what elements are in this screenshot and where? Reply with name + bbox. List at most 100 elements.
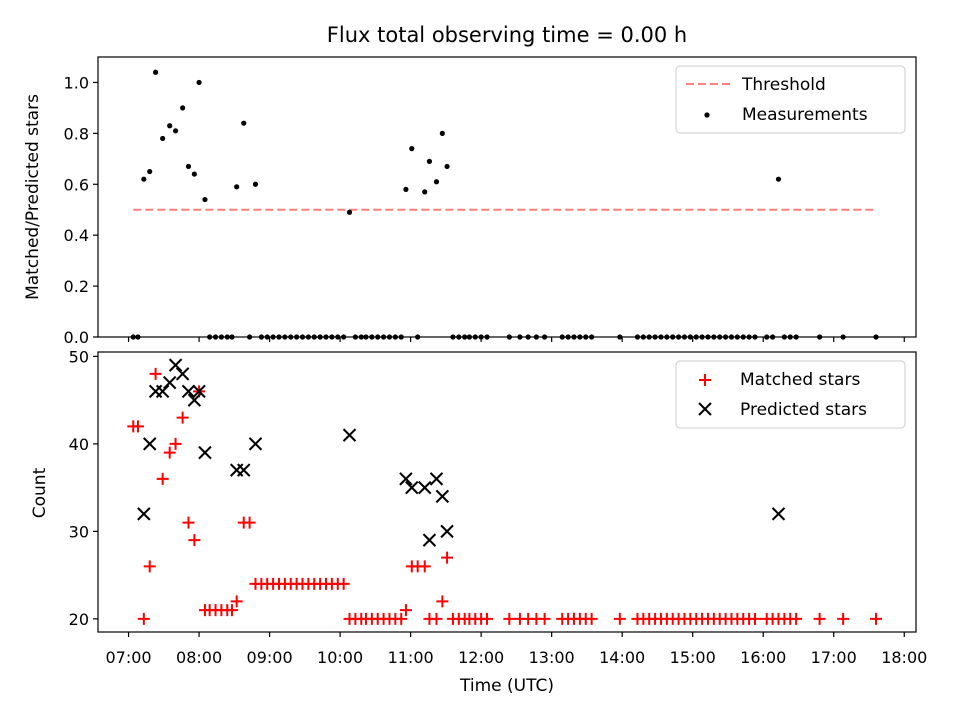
predicted-stars-point bbox=[187, 393, 202, 407]
count-y-axis-label: Count bbox=[30, 467, 50, 518]
measurements-point bbox=[775, 176, 782, 182]
y-tick-label: 0.8 bbox=[64, 124, 89, 143]
matched-stars-point bbox=[538, 612, 551, 625]
matched-stars-point bbox=[748, 612, 761, 625]
matched-stars-point bbox=[225, 604, 238, 617]
legend-predicted-label: Predicted stars bbox=[740, 400, 867, 420]
measurements-point bbox=[180, 105, 186, 111]
matched-stars-point bbox=[418, 560, 431, 573]
matched-stars-point bbox=[137, 612, 150, 625]
predicted-stars-point bbox=[422, 533, 437, 547]
count-legend: Matched stars Predicted stars bbox=[675, 360, 906, 429]
count-plot-area bbox=[127, 358, 883, 625]
predicted-stars-point bbox=[771, 507, 786, 521]
matched-stars-point bbox=[176, 411, 189, 424]
matched-stars-point bbox=[441, 551, 454, 564]
legend-predicted-swatch bbox=[698, 402, 712, 416]
measurements-point bbox=[141, 176, 147, 182]
measurements-point bbox=[439, 130, 445, 136]
matched-stars-point bbox=[481, 612, 494, 625]
x-tick-label: 13:00 bbox=[529, 648, 575, 667]
y-tick-label: 0.6 bbox=[64, 175, 89, 194]
matched-stars-point bbox=[149, 367, 162, 380]
measurements-point bbox=[191, 171, 197, 177]
ratio-axes-frame bbox=[97, 56, 917, 338]
predicted-stars-point bbox=[181, 384, 196, 399]
measurements-point bbox=[172, 128, 179, 134]
predicted-stars-point bbox=[248, 437, 263, 451]
legend-matched-label: Matched stars bbox=[740, 370, 860, 390]
matched-stars-point bbox=[399, 604, 412, 617]
y-tick-label: 50 bbox=[69, 347, 89, 366]
y-tick-label: 40 bbox=[69, 435, 89, 454]
predicted-stars-point bbox=[435, 489, 450, 504]
matched-stars-point bbox=[503, 612, 516, 625]
measurements-point bbox=[409, 146, 415, 152]
predicted-stars-point bbox=[429, 472, 444, 486]
x-tick-label: 09:00 bbox=[247, 648, 293, 667]
matched-stars-point bbox=[188, 534, 201, 547]
matched-stars-point bbox=[837, 612, 850, 625]
count-y-axis: 20 30 40 50 bbox=[69, 347, 98, 629]
measurements-point bbox=[252, 181, 259, 187]
x-tick-label: 08:00 bbox=[176, 648, 222, 667]
predicted-stars-point bbox=[418, 480, 432, 495]
y-tick-label: 20 bbox=[69, 610, 89, 629]
ratio-panel: 0.0 0.2 0.4 0.6 0.8 1.0 Matched/Predicted sta… bbox=[23, 56, 917, 347]
matched-stars-point bbox=[156, 472, 169, 485]
matched-stars-point bbox=[813, 612, 826, 625]
predicted-stars-point bbox=[342, 428, 357, 442]
matched-stars-point bbox=[169, 437, 182, 450]
matched-stars-point bbox=[790, 612, 803, 625]
measurements-point bbox=[167, 123, 173, 129]
matched-stars-point bbox=[395, 612, 408, 625]
ratio-y-axis: 0.0 0.2 0.4 0.6 0.8 1.0 bbox=[64, 73, 905, 347]
legend-measurements-label: Measurements bbox=[742, 105, 868, 125]
matched-stars-point bbox=[430, 612, 443, 625]
matched-stars-point bbox=[870, 612, 883, 625]
matched-stars-point bbox=[163, 446, 176, 459]
predicted-stars-point bbox=[162, 375, 177, 390]
measurements-point bbox=[241, 120, 247, 126]
predicted-stars-point bbox=[137, 507, 151, 521]
y-tick-label: 0.2 bbox=[64, 277, 89, 296]
predicted-stars-point bbox=[175, 367, 190, 381]
x-tick-label: 16:00 bbox=[740, 648, 786, 667]
ratio-y-axis-label: Matched/Predicted stars bbox=[23, 94, 43, 300]
y-tick-label: 30 bbox=[69, 522, 89, 541]
predicted-stars-point bbox=[405, 480, 419, 495]
measurements-point bbox=[234, 184, 240, 190]
matched-stars-point bbox=[143, 560, 156, 573]
predicted-stars-point bbox=[155, 384, 170, 399]
measurements-point bbox=[426, 158, 433, 164]
predicted-stars-point bbox=[143, 437, 157, 451]
x-tick-label: 17:00 bbox=[811, 648, 857, 667]
measurements-point bbox=[160, 135, 166, 142]
measurements-point bbox=[185, 163, 192, 170]
measurements-point bbox=[147, 168, 153, 175]
legend-measurements-swatch bbox=[704, 112, 710, 118]
matched-stars-point bbox=[131, 420, 144, 433]
x-tick-label: 11:00 bbox=[388, 648, 434, 667]
measurements-point bbox=[444, 163, 450, 170]
legend-threshold-label: Threshold bbox=[741, 75, 826, 95]
measurements-point bbox=[202, 196, 208, 203]
count-axes-frame bbox=[97, 351, 917, 633]
ratio-legend: Threshold Measurements bbox=[675, 65, 906, 134]
legend-matched-swatch bbox=[699, 374, 711, 386]
ratio-legend-box bbox=[675, 65, 906, 134]
chart-title: Flux total observing time = 0.00 h bbox=[327, 23, 687, 47]
matched-stars-point bbox=[243, 516, 256, 529]
y-tick-label: 0.0 bbox=[64, 328, 89, 347]
x-tick-label: 10:00 bbox=[317, 648, 363, 667]
predicted-stars-point bbox=[198, 445, 212, 460]
x-axis-label: Time (UTC) bbox=[459, 676, 554, 696]
time-x-axis: 07:00 08:00 09:00 10:00 11:00 12:00 13:00 14:00… bbox=[106, 632, 927, 667]
measurements-point bbox=[433, 179, 440, 185]
measurements-point bbox=[196, 79, 202, 86]
x-tick-label: 15:00 bbox=[670, 648, 716, 667]
matched-stars-point bbox=[436, 595, 449, 608]
matched-stars-point bbox=[337, 577, 350, 590]
y-tick-label: 1.0 bbox=[64, 73, 89, 92]
y-tick-label: 0.4 bbox=[64, 226, 89, 245]
